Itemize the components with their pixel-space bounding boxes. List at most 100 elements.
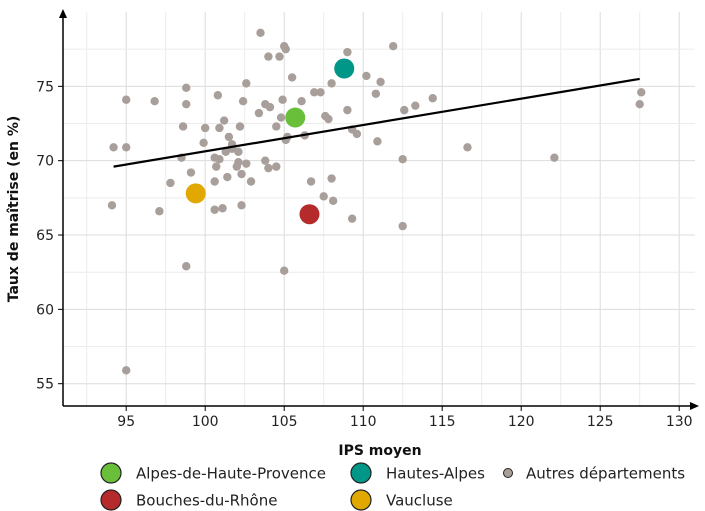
data-point-other: [280, 266, 289, 275]
data-point-other: [256, 28, 265, 38]
x-axis-arrow-icon: [690, 402, 699, 410]
data-point-other: [178, 122, 188, 131]
data-point-other: [155, 207, 164, 216]
data-point-other: [122, 143, 131, 152]
x-tick-labels: 95 100 105 110 115 120 125 130: [117, 406, 693, 430]
data-point-other: [122, 366, 131, 375]
data-point-other: [182, 83, 191, 93]
y-tick-label: 75: [36, 79, 54, 95]
y-tick-label: 60: [36, 302, 54, 318]
trendline: [113, 77, 640, 168]
data-point-other: [371, 89, 381, 98]
data-point-other: [306, 177, 316, 186]
data-point-other: [238, 97, 248, 106]
data-point-other: [235, 122, 245, 131]
y-axis-title: Taux de maîtrise (en %): [6, 116, 22, 303]
data-point-other: [272, 162, 281, 171]
legend-label-alpes-de-haute-provence: Alpes-de-Haute-Provence: [136, 465, 326, 483]
data-point-other: [328, 196, 338, 206]
data-point-other: [182, 99, 191, 109]
data-point-other: [343, 105, 352, 115]
data-point-other: [246, 177, 256, 186]
highlight-points: [185, 58, 355, 225]
data-point-other: [275, 52, 284, 61]
data-point-other: [107, 201, 117, 210]
data-point-other: [213, 91, 223, 100]
data-point-other: [186, 168, 196, 177]
data-point-other: [637, 88, 646, 97]
data-point-hautes-alpes: [334, 58, 355, 79]
legend-label-hautes-alpes: Hautes-Alpes: [386, 465, 485, 483]
data-point-other: [254, 108, 264, 118]
data-point-other: [362, 71, 371, 81]
other-departments-points: [107, 28, 646, 375]
data-point-other: [109, 143, 118, 152]
data-point-other: [389, 41, 398, 51]
data-point-other: [242, 159, 251, 168]
x-tick-label: 115: [429, 414, 456, 430]
x-tick-label: 95: [117, 414, 135, 430]
data-point-other: [400, 105, 409, 115]
data-point-other: [343, 47, 352, 57]
data-point-other: [234, 157, 243, 167]
data-point-other: [264, 52, 273, 61]
data-point-other: [324, 114, 333, 124]
legend-marker-autres-departements: [503, 468, 513, 478]
data-point-other: [411, 101, 420, 110]
legend-marker-alpes-de-haute-provence: [100, 462, 122, 484]
data-point-other: [265, 102, 275, 112]
x-tick-label: 130: [666, 414, 693, 430]
data-point-other: [219, 116, 229, 125]
data-point-other: [276, 113, 286, 122]
legend-label-vaucluse: Vaucluse: [386, 492, 453, 510]
data-point-other: [319, 192, 328, 201]
y-tick-label: 65: [36, 228, 54, 244]
data-point-other: [398, 154, 407, 164]
data-point-other: [281, 44, 290, 54]
data-point-other: [122, 95, 131, 104]
data-point-other: [218, 204, 227, 213]
data-point-other: [237, 201, 246, 210]
data-point-other: [287, 73, 297, 82]
data-point-other: [215, 123, 224, 133]
data-point-other: [347, 214, 357, 223]
legend-marker-vaucluse: [350, 489, 372, 511]
legend: Alpes-de-Haute-Provence Hautes-Alpes Bouch…: [100, 462, 685, 511]
x-tick-label: 105: [271, 414, 298, 430]
legend-label-autres-departements: Autres départements: [526, 465, 685, 483]
data-point-other: [327, 174, 336, 183]
data-point-other: [215, 154, 224, 164]
data-point-other: [352, 129, 362, 139]
axes: [59, 9, 699, 410]
data-point-other: [237, 169, 246, 179]
y-tick-label: 55: [36, 377, 54, 393]
data-point-other: [182, 262, 191, 271]
data-point-other: [199, 138, 208, 148]
data-point-other: [210, 177, 219, 186]
y-axis-arrow-icon: [59, 9, 67, 18]
data-point-other: [550, 153, 559, 162]
data-point-other: [373, 137, 382, 146]
data-point-other: [201, 123, 210, 133]
data-point-other: [327, 79, 336, 88]
trendline-path: [113, 77, 640, 168]
data-point-other: [272, 122, 281, 131]
y-tick-label: 70: [36, 154, 54, 170]
legend-label-bouches-du-rhone: Bouches-du-Rhône: [136, 492, 277, 510]
x-axis-title: IPS moyen: [338, 443, 421, 459]
data-point-other: [428, 94, 437, 103]
legend-marker-bouches-du-rhone: [100, 489, 122, 511]
data-point-other: [310, 88, 319, 97]
data-point-other: [224, 132, 234, 142]
x-tick-label: 110: [350, 414, 377, 430]
data-point-vaucluse: [185, 183, 206, 204]
data-point-other: [297, 97, 306, 106]
data-point-other: [150, 97, 159, 106]
legend-marker-hautes-alpes: [350, 462, 372, 484]
data-point-other: [463, 143, 472, 152]
data-point-other: [212, 162, 221, 171]
data-point-other: [234, 147, 243, 156]
data-point-other: [221, 147, 230, 156]
data-point-other: [242, 79, 251, 88]
